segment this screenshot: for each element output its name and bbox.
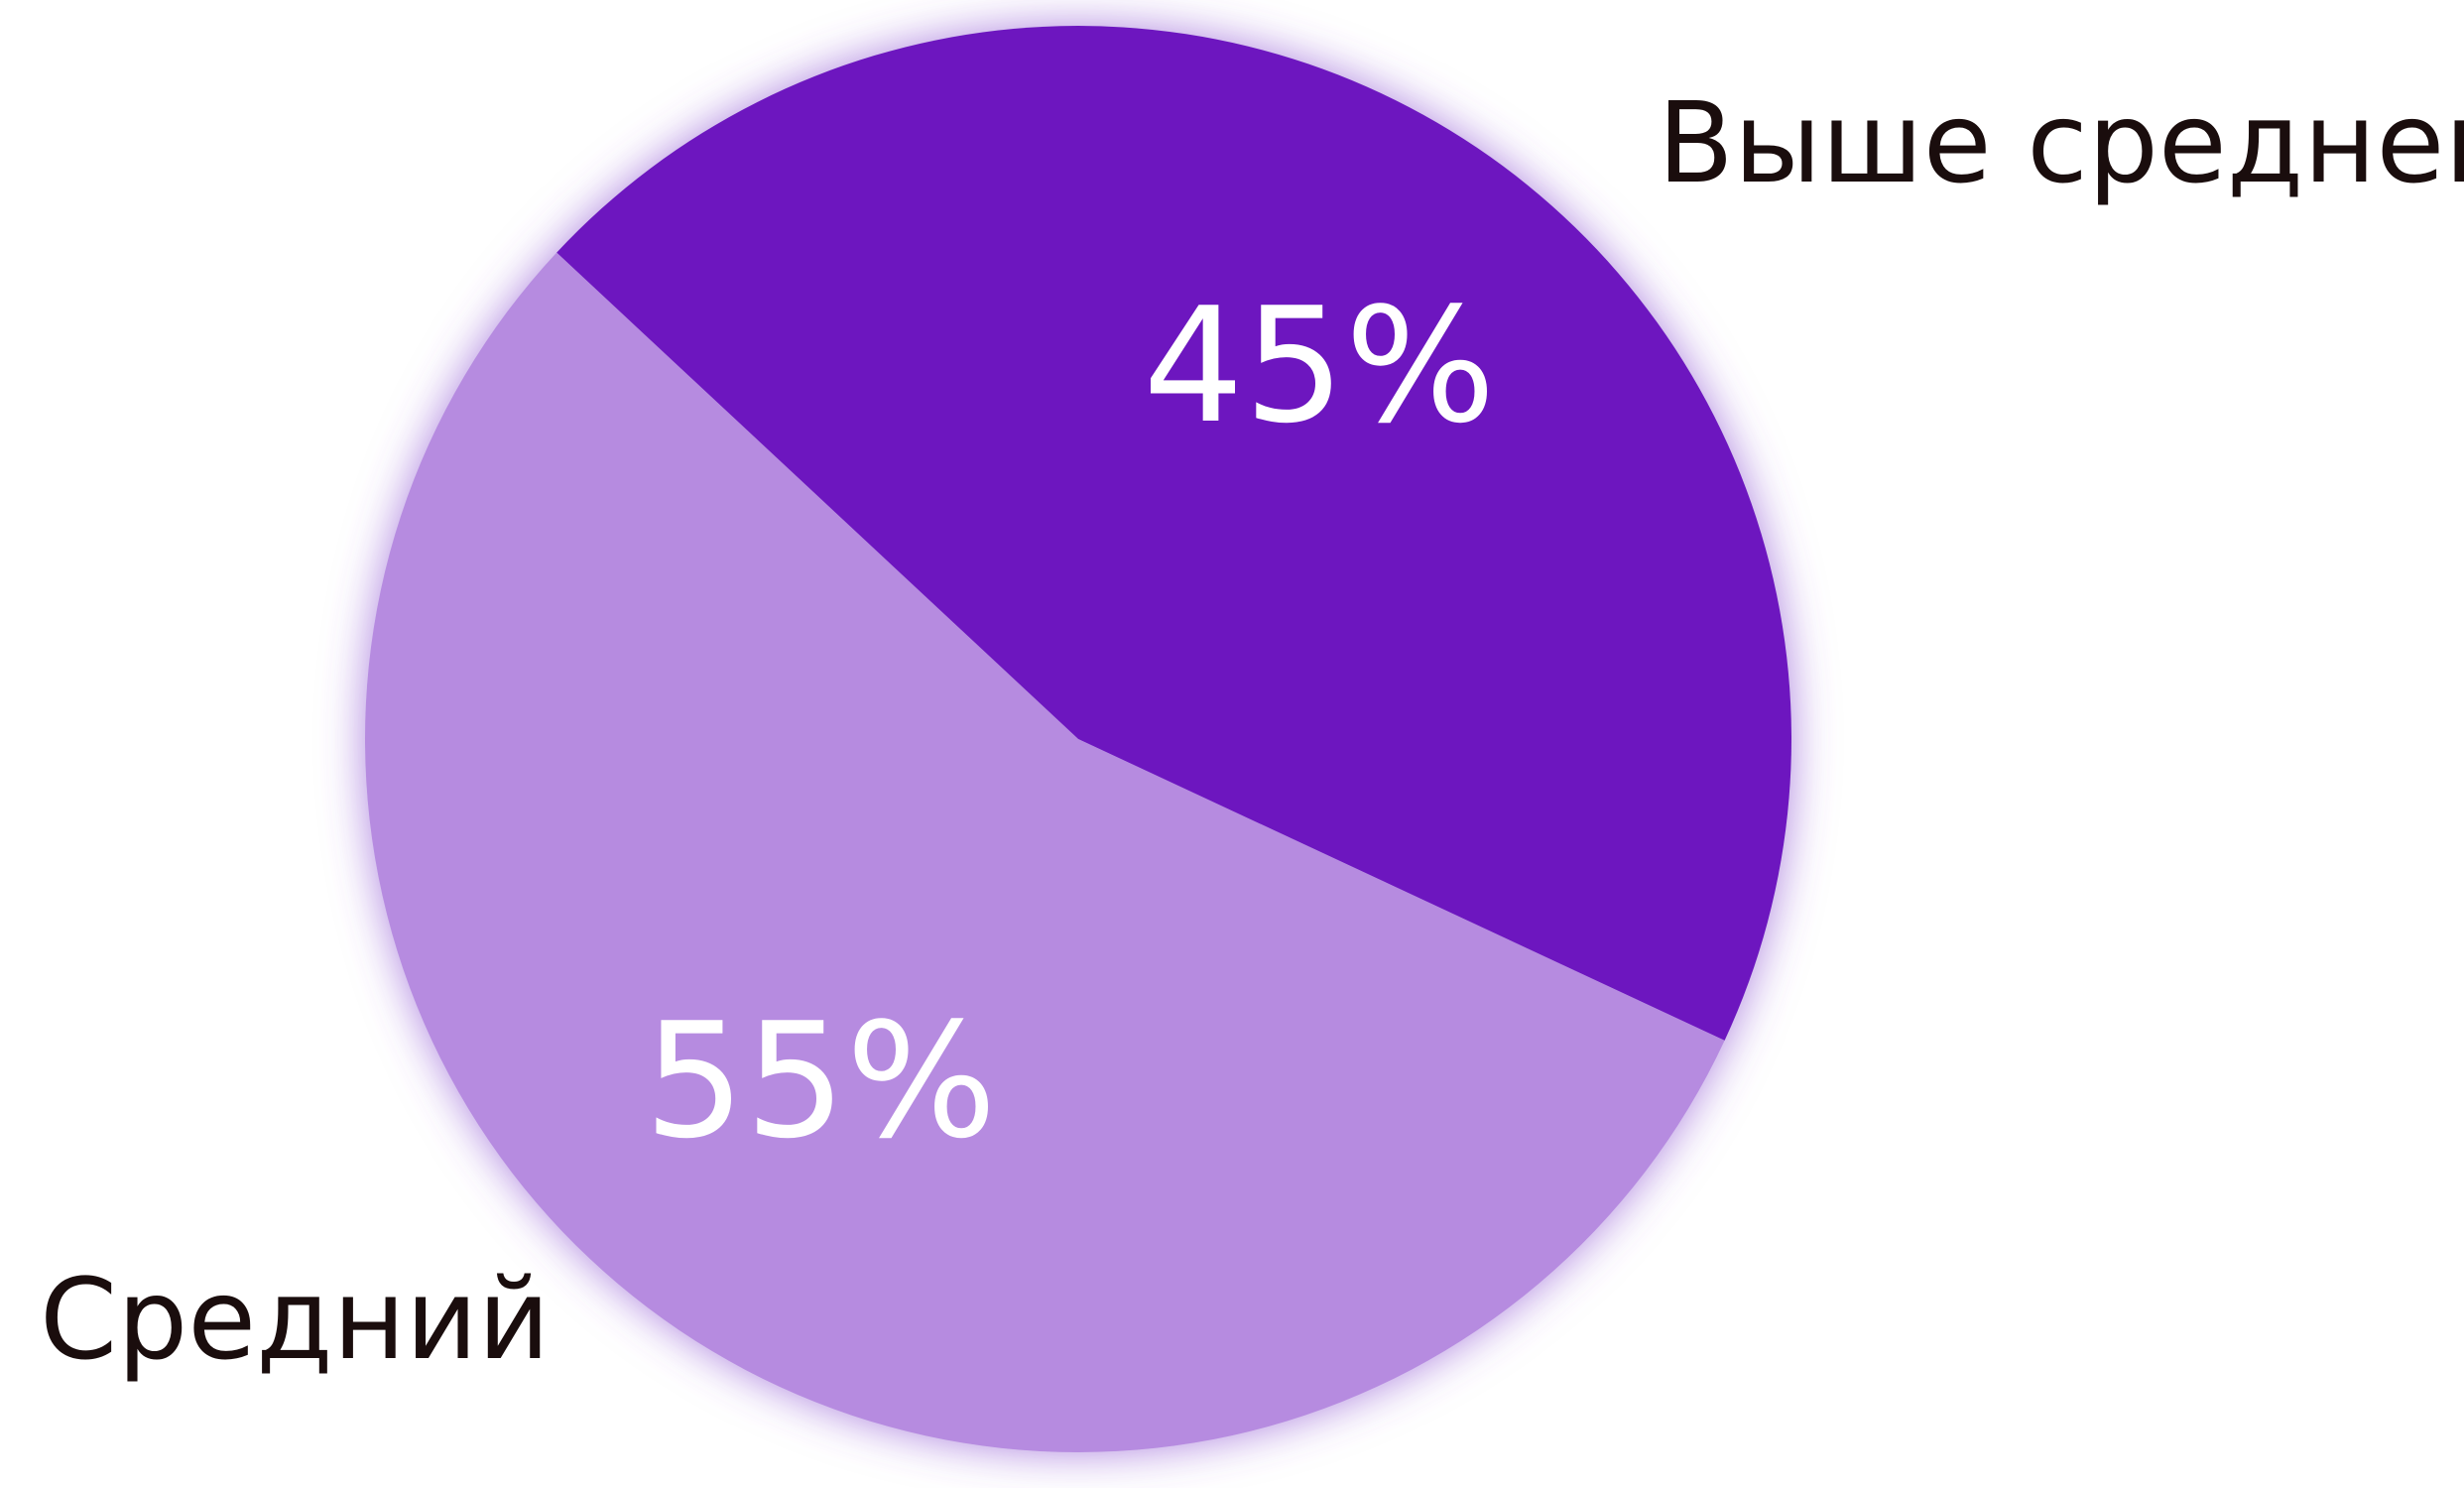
- pie-slice: [364, 252, 1725, 1452]
- value-label: 45%: [1143, 273, 1496, 458]
- pie: [364, 25, 1791, 1452]
- pie-slice: [556, 25, 1791, 1041]
- value-label: 55%: [644, 988, 997, 1174]
- category-label: Выше среднего: [1658, 79, 2464, 208]
- category-label: Средний: [40, 1256, 550, 1385]
